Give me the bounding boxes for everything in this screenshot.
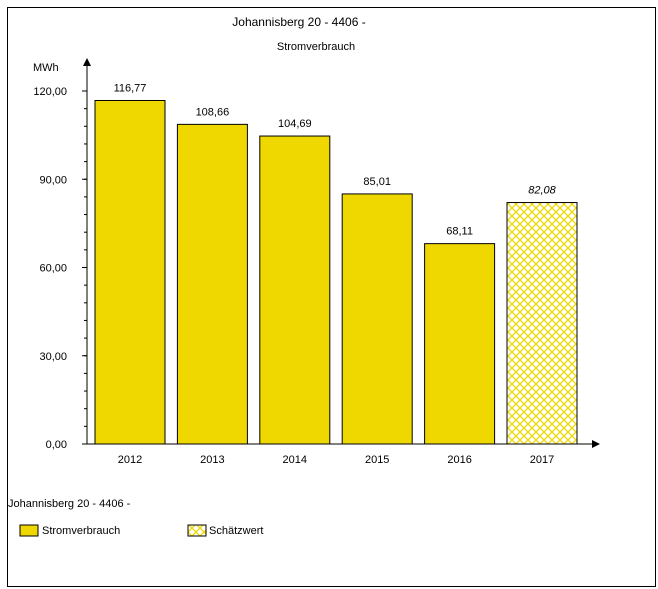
x-tick-label-2014: 2014 xyxy=(283,454,307,466)
y-tick-label-2: 60,00 xyxy=(39,263,67,275)
chart-canvas: Johannisberg 20 - 4406 - Stromverbrauch … xyxy=(8,15,600,537)
value-label-2014: 104,69 xyxy=(278,118,312,130)
axes xyxy=(83,58,600,448)
x-axis-tick-labels: 2012 2013 2014 2015 2016 2017 xyxy=(118,454,554,466)
value-label-2012: 116,77 xyxy=(114,83,147,95)
legend-label-stromverbrauch: Stromverbrauch xyxy=(42,525,120,537)
y-tick-label-0: 0,00 xyxy=(46,439,67,451)
x-axis-arrow xyxy=(592,440,600,448)
bar-2017 xyxy=(506,202,578,445)
bar-2016 xyxy=(424,243,496,445)
bar-2013 xyxy=(176,123,248,445)
legend-title: Johannisberg 20 - 4406 - xyxy=(8,498,131,510)
chart-subtitle: Stromverbrauch xyxy=(277,41,355,53)
value-label-2013: 108,66 xyxy=(196,106,230,118)
chart-title: Johannisberg 20 - 4406 - xyxy=(232,15,365,29)
value-label-2017: 82,08 xyxy=(528,185,556,197)
chart-frame: Johannisberg 20 - 4406 - Stromverbrauch … xyxy=(7,7,656,587)
bar-2015 xyxy=(341,193,413,445)
legend-item-stromverbrauch: Stromverbrauch xyxy=(19,524,120,537)
x-tick-label-2013: 2013 xyxy=(200,454,224,466)
y-tick-label-3: 90,00 xyxy=(39,174,67,186)
legend-swatch-hatched xyxy=(187,524,207,537)
y-axis-arrow xyxy=(83,58,91,66)
y-tick-label-4: 120,00 xyxy=(33,86,67,98)
bar-2014 xyxy=(259,135,331,445)
value-labels-group: 116,77 108,66 104,69 85,01 68,11 82,08 xyxy=(114,83,557,238)
value-label-2016: 68,11 xyxy=(446,226,473,238)
bar-2012 xyxy=(94,100,166,445)
legend-label-schaetzwert: Schätzwert xyxy=(209,525,263,537)
legend-swatch-solid xyxy=(19,524,39,537)
x-tick-label-2017: 2017 xyxy=(530,454,554,466)
x-tick-label-2015: 2015 xyxy=(365,454,389,466)
bars-group xyxy=(94,100,578,445)
value-label-2015: 85,01 xyxy=(363,176,391,188)
y-axis-ticks: 0,00 30,00 60,00 90,00 120,00 xyxy=(33,86,87,451)
x-tick-label-2016: 2016 xyxy=(447,454,471,466)
y-tick-label-1: 30,00 xyxy=(39,351,67,363)
x-tick-label-2012: 2012 xyxy=(118,454,142,466)
legend-item-schaetzwert: Schätzwert xyxy=(187,524,263,537)
y-axis-label: MWh xyxy=(33,62,59,74)
